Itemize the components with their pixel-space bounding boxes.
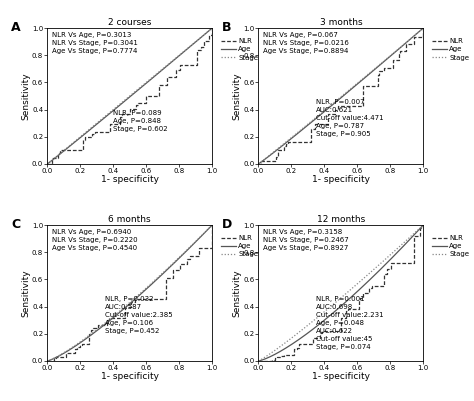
Y-axis label: Sensitivity: Sensitivity	[22, 72, 31, 120]
Title: 2 courses: 2 courses	[108, 18, 152, 27]
Legend: NLR, Age, Stage: NLR, Age, Stage	[432, 235, 469, 257]
X-axis label: 1- specificity: 1- specificity	[312, 373, 370, 381]
Text: B: B	[222, 21, 232, 34]
X-axis label: 1- specificity: 1- specificity	[101, 373, 159, 381]
Title: 3 months: 3 months	[319, 18, 362, 27]
Text: NLR Vs Age, P=0.3158
NLR Vs Stage, P=0.2467
Age Vs Stage, P=0.8927: NLR Vs Age, P=0.3158 NLR Vs Stage, P=0.2…	[264, 229, 349, 251]
Legend: NLR, Age, Stage: NLR, Age, Stage	[221, 38, 258, 61]
Text: D: D	[222, 218, 232, 231]
Text: NLR Vs Age, P=0.6940
NLR Vs Stage, P=0.2220
Age Vs Stage, P=0.4540: NLR Vs Age, P=0.6940 NLR Vs Stage, P=0.2…	[52, 229, 138, 251]
Y-axis label: Sensitivity: Sensitivity	[233, 72, 242, 120]
Text: NLR, P=0.089
Age, P=0.848
Stage, P=0.602: NLR, P=0.089 Age, P=0.848 Stage, P=0.602	[113, 109, 168, 132]
Legend: NLR, Age, Stage: NLR, Age, Stage	[432, 38, 469, 61]
X-axis label: 1- specificity: 1- specificity	[312, 176, 370, 184]
Text: NLR, P=0.032
AUC:0.587
Cut-off value:2.385
Age, P=0.106
Stage, P=0.452: NLR, P=0.032 AUC:0.587 Cut-off value:2.3…	[105, 296, 173, 334]
Text: NLR, P=0.001
AUC:0.698
Cut-off value:2.231
Age, P=0.048
AUC:0.622
Cut-off value:: NLR, P=0.001 AUC:0.698 Cut-off value:2.2…	[316, 296, 384, 350]
Text: A: A	[11, 21, 21, 34]
Title: 12 months: 12 months	[317, 215, 365, 224]
Title: 6 months: 6 months	[109, 215, 151, 224]
X-axis label: 1- specificity: 1- specificity	[101, 176, 159, 184]
Text: NLR Vs Age, P=0.067
NLR Vs Stage, P=0.0216
Age Vs Stage, P=0.8894: NLR Vs Age, P=0.067 NLR Vs Stage, P=0.02…	[264, 32, 349, 54]
Y-axis label: Sensitivity: Sensitivity	[22, 269, 31, 317]
Y-axis label: Sensitivity: Sensitivity	[233, 269, 242, 317]
Text: NLR, P=0.007
AUC:0.621
Cut-off value:4.471
Age, P=0.787
Stage, P=0.905: NLR, P=0.007 AUC:0.621 Cut-off value:4.4…	[316, 99, 384, 137]
Text: NLR Vs Age, P=0.3013
NLR Vs Stage, P=0.3041
Age Vs Stage, P=0.7774: NLR Vs Age, P=0.3013 NLR Vs Stage, P=0.3…	[52, 32, 138, 54]
Legend: NLR, Age, Stage: NLR, Age, Stage	[221, 235, 258, 257]
Text: C: C	[11, 218, 20, 231]
